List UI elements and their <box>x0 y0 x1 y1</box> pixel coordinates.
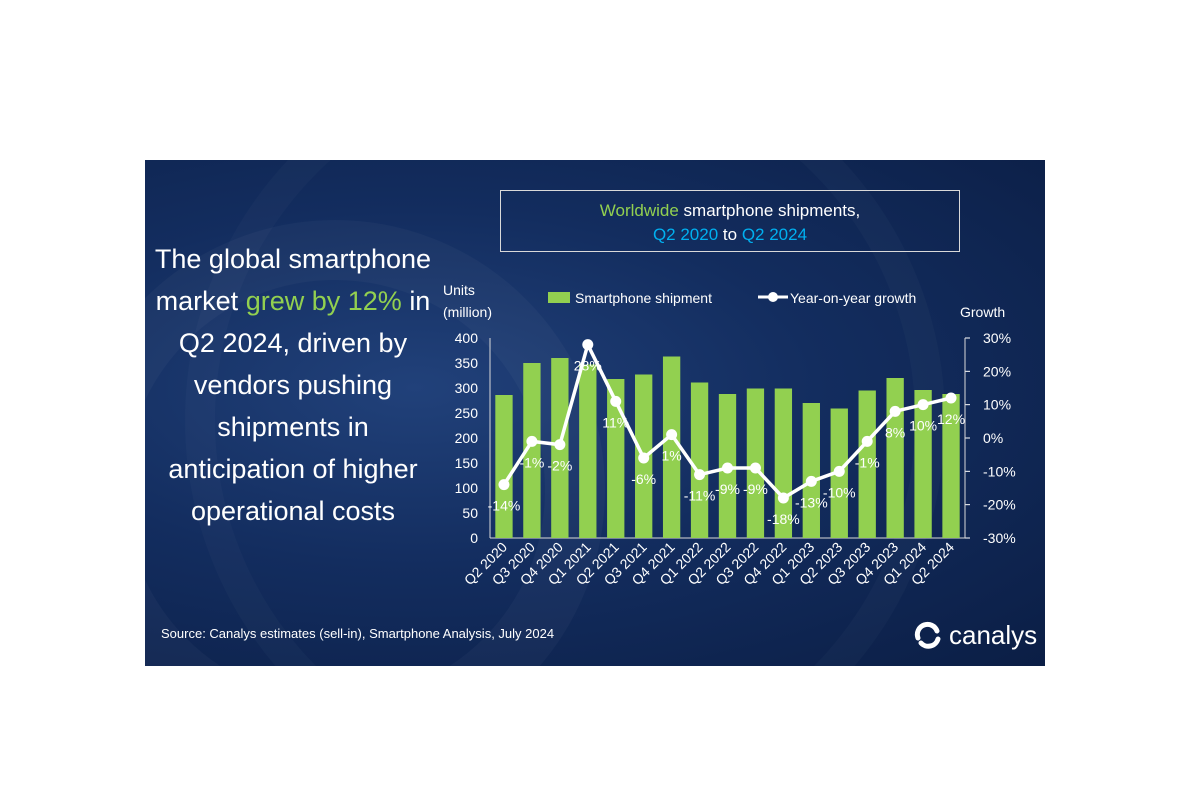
left-tick-label: 400 <box>455 330 479 346</box>
title-end-quarter: Q2 2024 <box>741 225 808 244</box>
headline-highlight: grew by 12% <box>245 286 402 316</box>
growth-data-label: 10% <box>909 418 937 434</box>
growth-marker <box>917 399 929 411</box>
growth-marker <box>722 462 733 474</box>
left-tick-label: 0 <box>470 530 478 546</box>
headline: The global smartphone market grew by 12%… <box>153 238 433 532</box>
left-tick-label: 350 <box>455 355 479 371</box>
growth-data-label: -9% <box>715 481 740 497</box>
left-axis-title-line1: Units <box>443 282 475 298</box>
growth-data-label: 8% <box>885 424 905 440</box>
legend-bar-swatch <box>548 292 570 303</box>
growth-marker <box>777 492 789 504</box>
shipments-chart: Units (million) Growth Smartphone shipment Y… <box>443 282 1016 588</box>
growth-data-label: -1% <box>519 454 544 470</box>
growth-marker <box>666 429 678 441</box>
left-tick-label: 250 <box>455 405 479 421</box>
growth-marker <box>833 465 845 477</box>
growth-data-label: -11% <box>684 488 716 504</box>
growth-data-label: 11% <box>602 414 629 430</box>
legend-bar-label: Smartphone shipment <box>575 290 712 306</box>
shipment-bar <box>607 379 625 538</box>
legend-line-marker <box>768 292 778 302</box>
left-tick-label: 150 <box>455 455 479 471</box>
growth-marker <box>554 439 566 451</box>
title-smartphone-shipments: smartphone shipments, <box>683 201 861 220</box>
growth-data-label: -6% <box>631 471 656 487</box>
growth-data-label: -14% <box>488 498 521 514</box>
right-tick-label: 10% <box>983 397 1011 413</box>
shipment-bar <box>523 363 541 538</box>
title-to: to <box>722 225 738 244</box>
left-tick-label: 300 <box>455 380 479 396</box>
shipment-bar <box>662 356 681 538</box>
right-tick-label: -10% <box>983 463 1016 479</box>
right-tick-label: 30% <box>983 330 1011 346</box>
growth-marker <box>638 452 650 464</box>
shipment-bar <box>579 364 597 538</box>
growth-marker <box>582 339 594 351</box>
canalys-logo: canalys <box>913 618 1037 652</box>
growth-data-label: 28% <box>574 358 602 374</box>
right-tick-label: -20% <box>983 497 1016 513</box>
growth-marker <box>610 395 622 407</box>
headline-line1: The global smartphone market <box>154 244 432 316</box>
growth-marker <box>498 479 510 491</box>
growth-marker <box>526 435 538 447</box>
growth-data-label: 12% <box>937 411 965 427</box>
canalys-logo-icon <box>914 621 941 649</box>
growth-marker <box>694 469 706 481</box>
legend-line-label: Year-on-year growth <box>790 290 916 306</box>
right-axis-title: Growth <box>960 304 1005 320</box>
right-tick-label: 20% <box>983 363 1011 379</box>
shipment-bar <box>802 403 820 538</box>
growth-data-label: -2% <box>547 458 572 474</box>
left-tick-label: 50 <box>462 505 478 521</box>
infographic-panel: The global smartphone market grew by 12%… <box>145 160 1045 666</box>
left-tick-label: 100 <box>455 480 479 496</box>
growth-data-label: -13% <box>795 494 828 510</box>
canalys-logo-text: canalys <box>949 619 1038 650</box>
right-tick-label: 0% <box>983 430 1003 446</box>
growth-marker <box>749 462 761 474</box>
growth-marker <box>861 435 873 447</box>
left-axis-title-line2: (million) <box>443 304 492 320</box>
left-tick-label: 200 <box>455 430 479 446</box>
chart-title-box: Worldwide smartphone shipments, Q2 2020 … <box>500 190 960 252</box>
shipment-bar <box>914 390 932 538</box>
growth-data-label: -1% <box>855 454 880 470</box>
title-worldwide: Worldwide <box>599 201 679 220</box>
growth-data-label: -9% <box>743 481 768 497</box>
source-note: Source: Canalys estimates (sell-in), Sma… <box>161 626 555 641</box>
shipment-bar <box>495 395 513 538</box>
shipment-bar <box>942 394 960 538</box>
shipment-bar <box>858 390 876 538</box>
shipment-bar <box>690 382 709 538</box>
right-tick-label: -30% <box>983 530 1016 546</box>
headline-line2: in Q2 2024, driven by vendors pushing sh… <box>168 286 431 526</box>
shipment-bar <box>886 378 904 538</box>
growth-marker <box>889 405 901 417</box>
growth-data-label: -10% <box>823 484 856 500</box>
growth-data-label: -18% <box>767 511 800 527</box>
growth-marker <box>945 392 957 404</box>
growth-data-label: 1% <box>662 448 682 464</box>
growth-marker <box>805 475 817 487</box>
title-start-quarter: Q2 2020 <box>652 225 719 244</box>
